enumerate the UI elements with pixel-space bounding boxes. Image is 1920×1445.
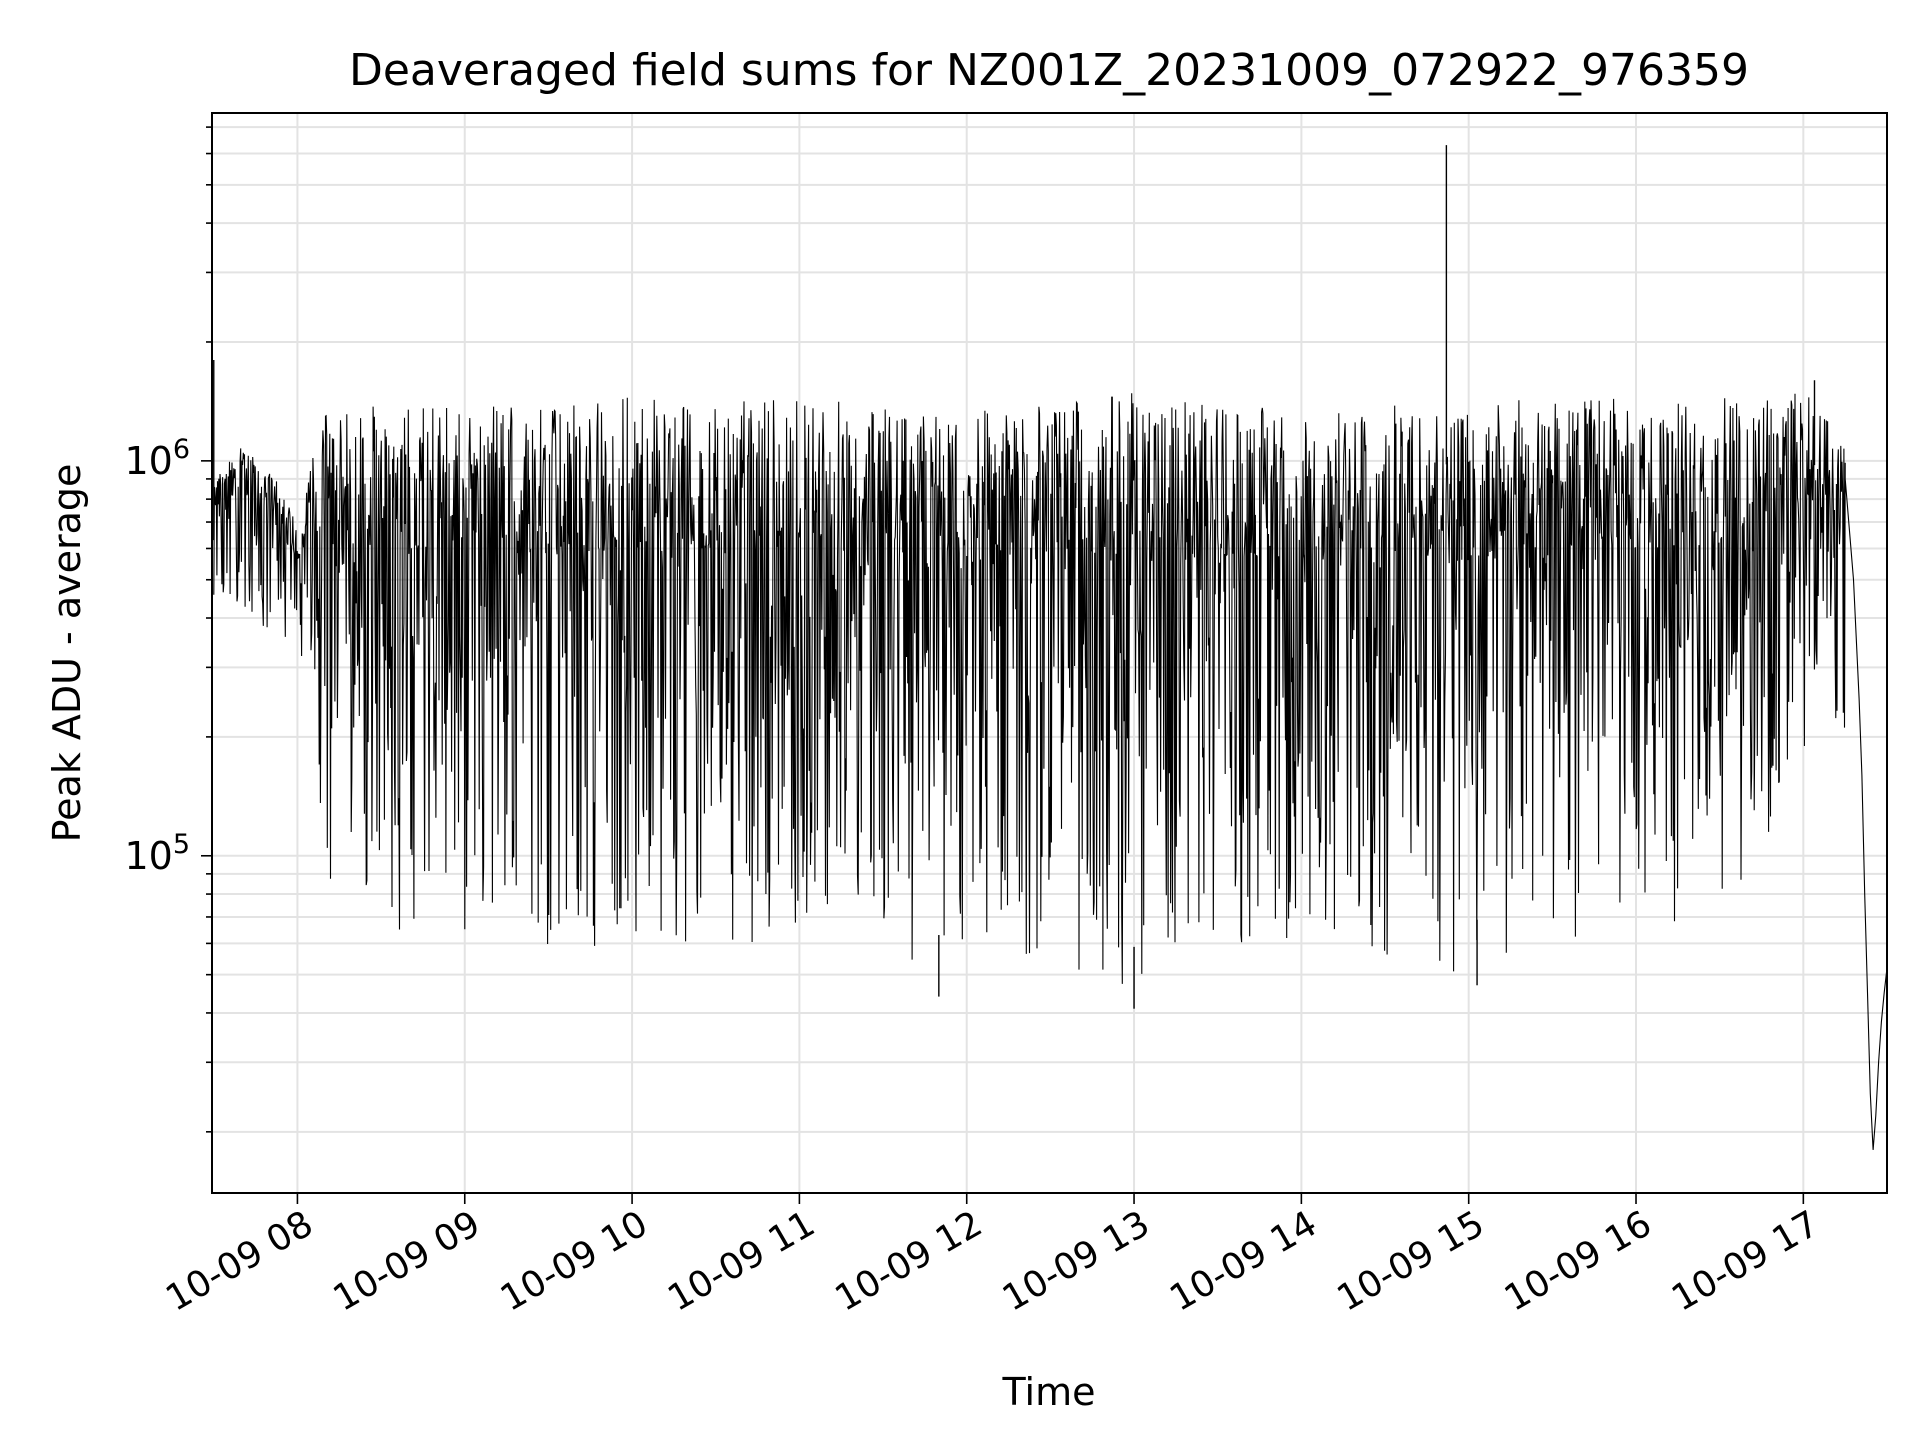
series-line (213, 393, 1888, 1150)
series-layer (213, 145, 1888, 1150)
y-axis-label: Peak ADU - average (45, 464, 89, 843)
plot-frame (211, 112, 1888, 1194)
y-tick-label: 105 (124, 829, 190, 878)
y-tick-label: 106 (124, 434, 190, 483)
grid (212, 113, 1887, 1193)
x-axis-label: Time (1002, 1370, 1096, 1414)
chart-title: Deaveraged field sums for NZ001Z_2023100… (349, 45, 1749, 96)
